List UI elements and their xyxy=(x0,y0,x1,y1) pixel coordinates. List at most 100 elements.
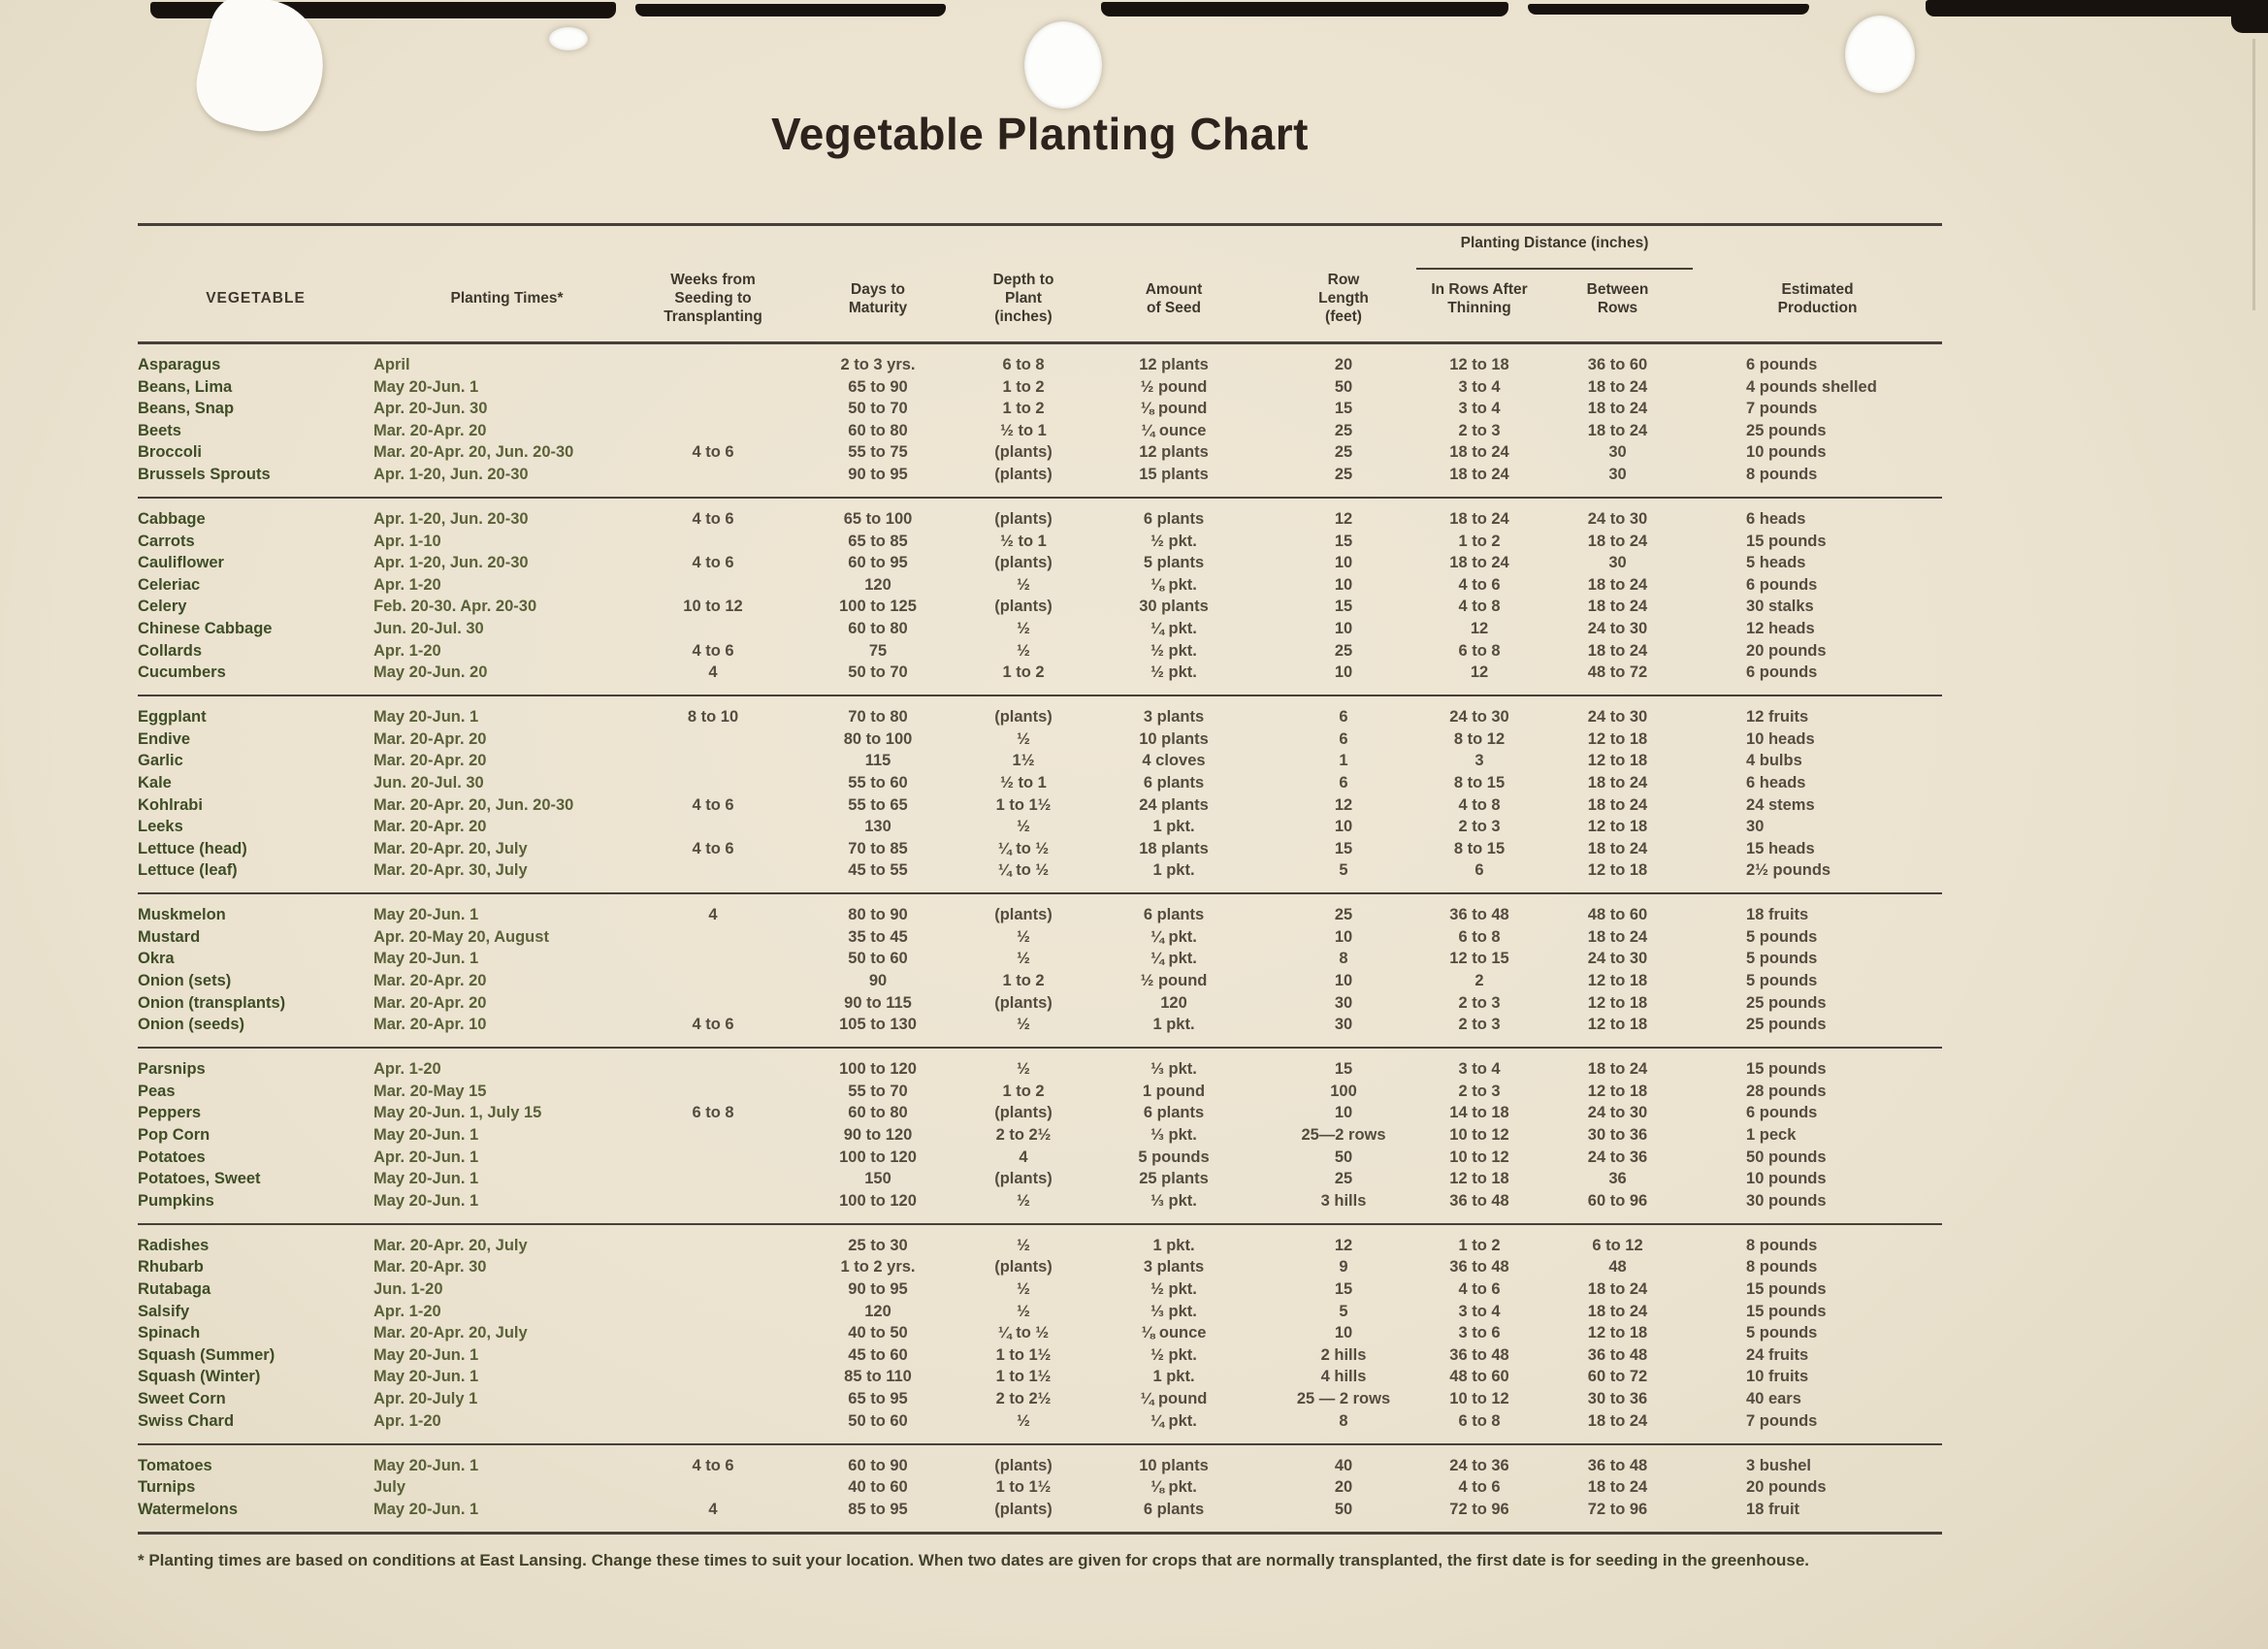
data-cell: 60 to 80 xyxy=(848,1104,908,1122)
data-cell: 30 stalks xyxy=(1746,598,1814,616)
data-cell xyxy=(640,1081,786,1103)
data-cell: ½ xyxy=(1017,1302,1030,1320)
data-cell: 5 xyxy=(1339,1302,1348,1320)
data-cell: (plants) xyxy=(994,1456,1053,1474)
header-spacer xyxy=(1693,225,1942,270)
data-cell: Apr. 1-20, Jun. 20-30 xyxy=(373,554,529,572)
data-cell: 2 to 3 xyxy=(1458,993,1501,1012)
data-cell: 6 plants xyxy=(1143,906,1205,924)
data-cell: 6 plants xyxy=(1143,1500,1205,1518)
data-cell: 36 xyxy=(1608,1170,1627,1188)
data-cell: ¼ to ½ xyxy=(997,1324,1050,1342)
data-cell: ½ to 1 xyxy=(1000,532,1047,550)
table-row: Watermelons May 20-Jun. 1 4 85 to 95 (plants… xyxy=(138,1499,1942,1533)
data-cell: 24 to 36 xyxy=(1587,1148,1648,1166)
data-cell: 4 to 6 xyxy=(692,443,734,462)
data-cell: 30 xyxy=(1334,993,1353,1012)
table-row: Mustard Apr. 20-May 20, August 35 to 45 ½ ¼ … xyxy=(138,926,1942,949)
vegetable-name-cell: Sweet Corn xyxy=(138,1389,226,1407)
vegetable-name-cell: Pop Corn xyxy=(138,1126,211,1145)
data-cell: 24 to 30 xyxy=(1587,509,1648,528)
data-cell: 10 to 12 xyxy=(1449,1126,1509,1145)
data-cell: (plants) xyxy=(994,554,1053,572)
punch-hole xyxy=(1024,21,1102,109)
data-cell xyxy=(640,343,786,376)
data-cell: 2 to 3 xyxy=(1458,1016,1501,1034)
data-cell: 12 to 18 xyxy=(1449,356,1509,373)
data-cell: 12 heads xyxy=(1746,619,1815,637)
data-cell: 65 to 95 xyxy=(848,1389,908,1407)
data-cell: (plants) xyxy=(994,1500,1053,1518)
data-cell: 50 to 60 xyxy=(848,950,908,968)
punch-hole xyxy=(549,27,588,50)
table-header: Planting Distance (inches) VEGETABLE Pla… xyxy=(138,224,1943,343)
data-cell: 12 xyxy=(1334,795,1353,814)
data-cell: 1 to 2 xyxy=(1002,663,1045,682)
data-cell: ¼ to ½ xyxy=(997,861,1050,880)
table-row: Lettuce (head) Mar. 20-Apr. 20, July 4 to … xyxy=(138,838,1942,860)
data-cell: 115 xyxy=(864,752,891,770)
vegetable-name-cell: Squash (Summer) xyxy=(138,1345,275,1364)
data-cell: 25 xyxy=(1334,1170,1353,1188)
data-cell: 100 to 120 xyxy=(839,1060,917,1079)
vegetable-name-cell: Spinach xyxy=(138,1324,201,1342)
data-cell: 1 pkt. xyxy=(1152,818,1195,836)
data-cell: Apr. 1-10 xyxy=(373,532,441,550)
data-cell: 55 to 70 xyxy=(848,1082,908,1100)
data-cell: May 20-Jun. 1 xyxy=(373,906,479,924)
table-row: Carrots Apr. 1-10 65 to 85 ½ to 1 ½ pkt. 15 1 … xyxy=(138,531,1942,553)
vegetable-name-cell: Asparagus xyxy=(138,356,221,373)
data-cell: 18 plants xyxy=(1139,839,1209,857)
data-cell: 40 ears xyxy=(1746,1389,1801,1407)
data-cell: 18 to 24 xyxy=(1449,554,1509,572)
data-cell: 15 plants xyxy=(1139,465,1209,483)
data-cell: 120 xyxy=(864,1302,891,1320)
column-header-vegetable: VEGETABLE xyxy=(206,290,306,307)
data-cell xyxy=(640,574,786,597)
data-cell: 18 to 24 xyxy=(1587,795,1648,814)
data-cell: May 20-Jun. 1 xyxy=(373,1500,479,1518)
data-cell: Apr. 20-May 20, August xyxy=(373,927,549,946)
data-cell: 36 to 60 xyxy=(1587,356,1648,373)
data-cell: Mar. 20-Apr. 20, July xyxy=(373,1236,528,1254)
data-cell: 65 to 100 xyxy=(843,509,913,528)
data-cell: ½ to 1 xyxy=(1000,773,1047,792)
header-spacer xyxy=(138,225,1416,270)
data-cell: 3 plants xyxy=(1143,1258,1205,1277)
data-cell: 24 fruits xyxy=(1746,1345,1809,1364)
data-cell: Apr. 1-20 xyxy=(373,641,441,660)
data-cell: 90 to 95 xyxy=(848,465,908,483)
vegetable-name-cell: Rutabaga xyxy=(138,1280,211,1298)
data-cell: 4 hills xyxy=(1320,1368,1367,1386)
data-cell: 36 to 48 xyxy=(1587,1456,1648,1474)
data-cell xyxy=(640,1410,786,1444)
data-cell: Apr. 20-July 1 xyxy=(373,1389,478,1407)
data-cell: 20 xyxy=(1334,356,1353,373)
data-cell: 120 xyxy=(864,575,891,594)
data-cell: 80 to 90 xyxy=(848,906,908,924)
column-header-weeks: Weeks from Seeding to Transplanting xyxy=(664,272,762,325)
data-cell: April xyxy=(373,356,410,373)
data-cell xyxy=(640,1124,786,1147)
data-cell xyxy=(640,728,786,751)
scan-edge-strip xyxy=(1101,2,1508,16)
data-cell xyxy=(640,1147,786,1169)
data-cell: 2½ pounds xyxy=(1746,861,1831,880)
data-cell: 14 to 18 xyxy=(1449,1104,1509,1122)
data-cell: ½ pkt. xyxy=(1150,1280,1197,1298)
punch-hole xyxy=(1845,16,1915,93)
data-cell: ⅓ pkt. xyxy=(1150,1191,1197,1210)
data-cell: 12 xyxy=(1470,619,1489,637)
vegetable-name-cell: Broccoli xyxy=(138,443,203,462)
column-header-planting-times: Planting Times* xyxy=(450,290,564,307)
vegetable-name-cell: Potatoes, Sweet xyxy=(138,1170,261,1188)
data-cell: ¼ pkt. xyxy=(1150,927,1197,946)
vegetable-name-cell: Tomatoes xyxy=(138,1456,212,1474)
data-cell xyxy=(640,1257,786,1279)
scan-edge-corner xyxy=(2231,0,2268,33)
data-cell: 15 xyxy=(1334,1280,1353,1298)
data-cell: ⅛ pound xyxy=(1140,400,1208,418)
data-cell: 50 to 60 xyxy=(848,1411,908,1430)
data-cell: 18 to 24 xyxy=(1587,1302,1648,1320)
data-cell: 48 xyxy=(1608,1258,1627,1277)
